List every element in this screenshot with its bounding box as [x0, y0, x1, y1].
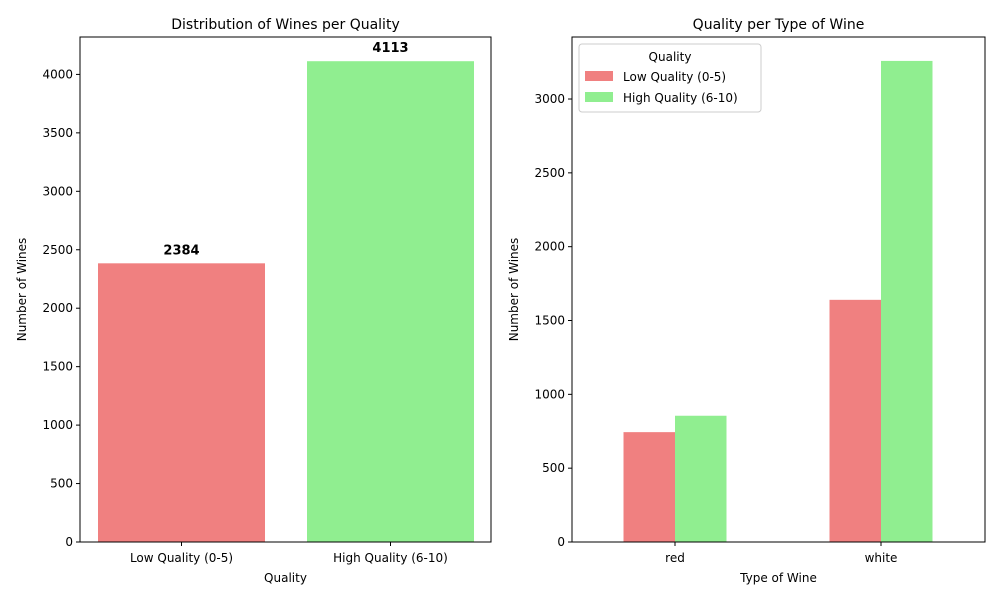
- x-tick-label: red: [665, 551, 685, 565]
- legend-box: [578, 43, 762, 113]
- plot-frame: [79, 36, 492, 543]
- y-axis-label: Number of Wines: [507, 238, 521, 342]
- x-axis-label: Quality: [264, 571, 307, 585]
- bar-red-high-quality: [675, 415, 727, 542]
- bar-white-low-quality: [829, 299, 881, 542]
- y-axis-label: Number of Wines: [15, 238, 29, 342]
- y-tick-label: 1000: [42, 418, 73, 432]
- x-axis-label: Type of Wine: [739, 571, 817, 585]
- chart-quality-per-type: Quality per Type of Wine 0 500 1000 1500 200…: [507, 17, 986, 585]
- y-tick-label: 500: [50, 477, 73, 491]
- legend-swatch-low: [585, 71, 613, 81]
- bar-white-high-quality: [881, 60, 933, 542]
- legend-label-low: Low Quality (0-5): [623, 70, 726, 84]
- chart-quality-distribution: Distribution of Wines per Quality 2384 41…: [15, 17, 492, 585]
- legend-label-high: High Quality (6-10): [623, 91, 738, 105]
- y-tick-label: 1500: [534, 314, 565, 328]
- y-tick-label: 500: [542, 461, 565, 475]
- legend: Quality Low Quality (0-5) High Quality (…: [578, 43, 762, 113]
- chart-title: Distribution of Wines per Quality: [171, 17, 399, 33]
- plot-frame: [571, 36, 986, 543]
- bar-value-label: 4113: [372, 41, 408, 56]
- bar-red-low-quality: [623, 432, 675, 542]
- y-tick-label: 2500: [534, 166, 565, 180]
- legend-title: Quality: [649, 50, 692, 64]
- y-tick-label: 1000: [534, 387, 565, 401]
- x-tick-label: Low Quality (0-5): [130, 551, 233, 565]
- bar-high-quality: [307, 61, 474, 543]
- y-tick-label: 1500: [42, 360, 73, 374]
- y-tick-label: 4000: [42, 67, 73, 81]
- bar-value-label: 2384: [163, 243, 199, 258]
- y-tick-label: 0: [65, 535, 73, 549]
- bar-low-quality: [98, 263, 265, 542]
- chart-title: Quality per Type of Wine: [693, 17, 865, 33]
- y-tick-label: 2500: [42, 243, 73, 257]
- y-tick-label: 3500: [42, 126, 73, 140]
- x-tick-label: white: [865, 551, 898, 565]
- y-tick-label: 3000: [42, 184, 73, 198]
- y-tick-label: 2000: [534, 240, 565, 254]
- legend-swatch-high: [585, 92, 613, 102]
- x-tick-label: High Quality (6-10): [333, 551, 448, 565]
- y-tick-label: 3000: [534, 92, 565, 106]
- y-tick-label: 2000: [42, 301, 73, 315]
- y-tick-label: 0: [557, 535, 565, 549]
